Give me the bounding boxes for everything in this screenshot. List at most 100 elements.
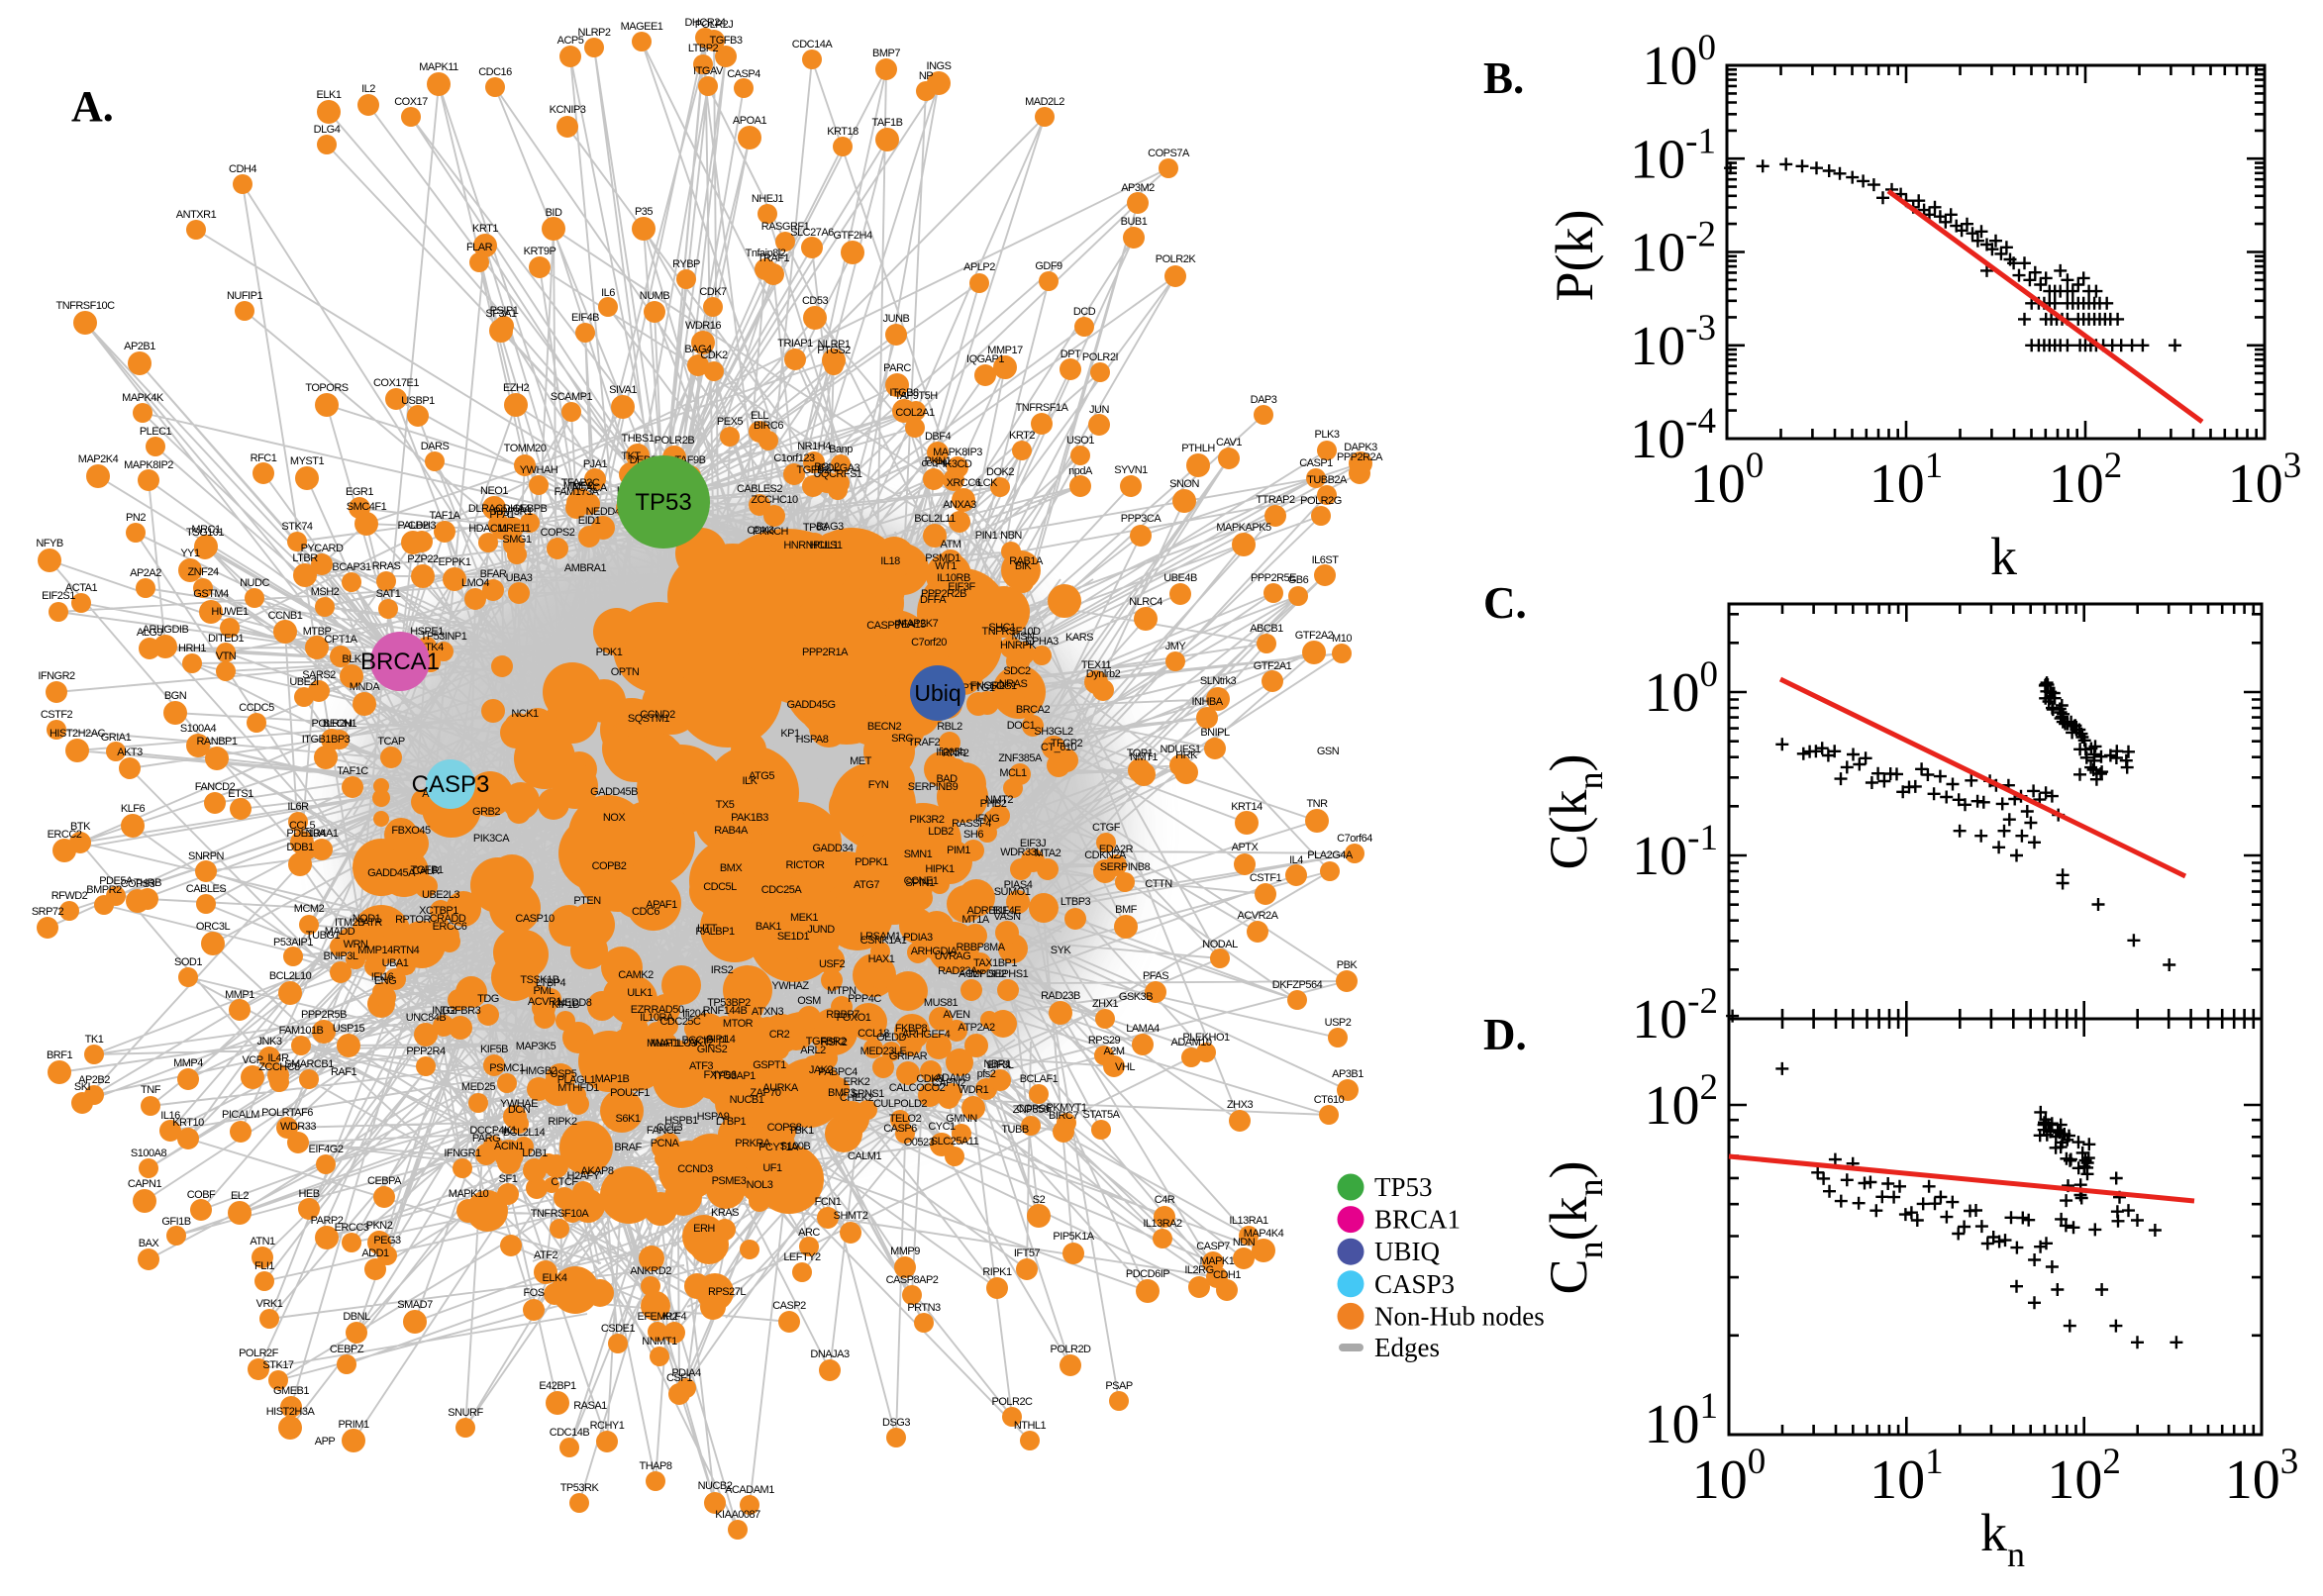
svg-text:CPT1A: CPT1A (325, 634, 358, 646)
svg-text:LTBR: LTBR (292, 552, 318, 564)
svg-text:RPS29: RPS29 (1088, 1035, 1121, 1047)
svg-text:LCK: LCK (977, 477, 998, 489)
svg-text:pfs2: pfs2 (977, 1068, 996, 1080)
svg-text:IL6: IL6 (601, 287, 615, 299)
svg-text:CDC5L: CDC5L (703, 881, 737, 893)
svg-text:RAD23B: RAD23B (1041, 990, 1080, 1002)
svg-text:TAF1B: TAF1B (872, 117, 903, 129)
svg-text:MNDA: MNDA (350, 681, 381, 693)
svg-text:NLRP2: NLRP2 (578, 27, 611, 39)
svg-text:PIK3CD: PIK3CD (936, 458, 972, 470)
svg-text:DDB1: DDB1 (286, 842, 314, 853)
svg-text:POLR2C: POLR2C (991, 1396, 1033, 1408)
svg-text:CCND2: CCND2 (640, 709, 675, 721)
svg-text:MNAT1: MNAT1 (647, 1038, 680, 1049)
svg-text:IFT57: IFT57 (1014, 1247, 1041, 1259)
svg-text:TUBG1: TUBG1 (306, 930, 341, 942)
svg-text:SQSTM1: SQSTM1 (628, 713, 670, 725)
svg-text:PARG: PARG (472, 1133, 500, 1145)
svg-text:PPA1: PPA1 (489, 509, 515, 521)
svg-text:HSPA9: HSPA9 (697, 1111, 730, 1123)
svg-text:UBA1: UBA1 (382, 957, 409, 969)
svg-text:CAPN1: CAPN1 (128, 1178, 162, 1190)
svg-text:EID1: EID1 (578, 515, 601, 527)
svg-text:CT610: CT610 (1314, 1094, 1345, 1106)
svg-text:SERPINB9: SERPINB9 (908, 781, 959, 793)
svg-text:TOP1: TOP1 (1127, 748, 1154, 759)
svg-text:PYCARD: PYCARD (301, 543, 344, 554)
svg-text:PPP2R4: PPP2R4 (406, 1046, 446, 1057)
svg-text:TGFBR2: TGFBR2 (806, 1036, 847, 1047)
svg-text:APLP2: APLP2 (963, 261, 995, 273)
svg-text:LEFTY2: LEFTY2 (783, 1251, 821, 1263)
svg-text:FOS: FOS (523, 1287, 544, 1299)
svg-text:BCLAF1: BCLAF1 (1020, 1073, 1059, 1085)
svg-text:A2M: A2M (1103, 1046, 1124, 1057)
svg-text:GMNN: GMNN (946, 1113, 977, 1125)
svg-text:ERK2: ERK2 (844, 1076, 870, 1088)
svg-text:CT_610: CT_610 (1041, 742, 1077, 753)
svg-text:ARHGDIA: ARHGDIA (911, 946, 959, 957)
svg-text:FLAR: FLAR (466, 242, 493, 253)
svg-text:BAG3: BAG3 (816, 521, 844, 533)
svg-text:NBR1: NBR1 (983, 1058, 1011, 1070)
svg-text:DCCP4K1: DCCP4K1 (469, 1125, 517, 1137)
svg-text:JUNB: JUNB (883, 313, 910, 325)
svg-text:GSN: GSN (1317, 746, 1340, 757)
svg-text:MMP9: MMP9 (890, 1246, 920, 1257)
svg-text:ATXN3: ATXN3 (752, 1006, 784, 1018)
svg-text:PTTG1: PTTG1 (962, 682, 995, 694)
svg-text:TAF1C: TAF1C (337, 765, 368, 777)
svg-text:COPS7A: COPS7A (1148, 148, 1190, 159)
svg-text:JNK3: JNK3 (257, 1036, 282, 1047)
svg-text:ITGB1BP3: ITGB1BP3 (302, 734, 351, 746)
svg-text:ACVR2A: ACVR2A (1237, 910, 1278, 922)
svg-text:MAP1LC3: MAP1LC3 (651, 1038, 697, 1049)
svg-text:IQGAP1: IQGAP1 (966, 353, 1004, 365)
svg-text:SDC2: SDC2 (1003, 665, 1031, 677)
svg-text:GB6: GB6 (1288, 574, 1309, 586)
svg-text:BGN: BGN (164, 690, 187, 702)
svg-text:PTEN: PTEN (573, 895, 601, 907)
svg-text:MT1A: MT1A (961, 914, 990, 926)
svg-text:KIAA0087: KIAA0087 (715, 1509, 760, 1521)
svg-text:COX17: COX17 (394, 96, 428, 108)
svg-text:CALR: CALR (412, 865, 440, 877)
svg-text:MTBP: MTBP (303, 626, 332, 638)
svg-text:ANTXR1: ANTXR1 (176, 209, 217, 221)
svg-text:B.: B. (1483, 53, 1524, 103)
svg-text:MAPK8IP2: MAPK8IP2 (124, 459, 173, 471)
svg-text:NNMT1: NNMT1 (642, 1336, 677, 1347)
svg-text:VRK1: VRK1 (256, 1298, 283, 1310)
svg-text:TRIAP1: TRIAP1 (777, 338, 813, 349)
svg-text:TP53RK: TP53RK (560, 1482, 600, 1494)
svg-text:UBE2I: UBE2I (289, 676, 319, 688)
svg-text:BIK: BIK (1015, 560, 1032, 572)
svg-text:TSSK1B: TSSK1B (520, 974, 558, 986)
svg-text:MAPKAPK5: MAPKAPK5 (1216, 522, 1271, 534)
svg-text:TFCP2: TFCP2 (1051, 738, 1083, 749)
svg-text:S6K1: S6K1 (616, 1113, 641, 1125)
svg-text:PARC: PARC (883, 362, 911, 374)
svg-text:NP: NP (919, 70, 933, 82)
svg-text:CSF1: CSF1 (666, 1372, 693, 1384)
svg-text:RRAS: RRAS (372, 560, 401, 572)
svg-text:POLRTAF6: POLRTAF6 (261, 1107, 313, 1119)
svg-text:MCL1: MCL1 (999, 767, 1027, 779)
svg-text:GFI1B: GFI1B (161, 1216, 190, 1228)
svg-text:BRCA1: BRCA1 (1374, 1205, 1461, 1235)
svg-text:ADAM9: ADAM9 (935, 1072, 970, 1084)
svg-text:Cn(kn): Cn(kn) (1539, 1161, 1610, 1295)
svg-text:NFYB: NFYB (36, 538, 63, 549)
svg-text:HNRNPUL1: HNRNPUL1 (783, 540, 839, 551)
svg-text:IL18: IL18 (880, 555, 900, 567)
svg-text:PPP2R5B: PPP2R5B (301, 1009, 347, 1021)
svg-text:MAP2K4: MAP2K4 (78, 453, 119, 465)
svg-text:PTGS2: PTGS2 (817, 345, 851, 356)
svg-text:OEDD: OEDD (876, 1032, 906, 1044)
svg-text:EPHA3: EPHA3 (1025, 636, 1059, 648)
svg-text:IL10RB: IL10RB (937, 572, 970, 584)
svg-text:GTF2H4: GTF2H4 (833, 230, 872, 242)
svg-text:LTBP3: LTBP3 (1060, 896, 1091, 908)
svg-text:IFNGR2: IFNGR2 (38, 670, 75, 682)
